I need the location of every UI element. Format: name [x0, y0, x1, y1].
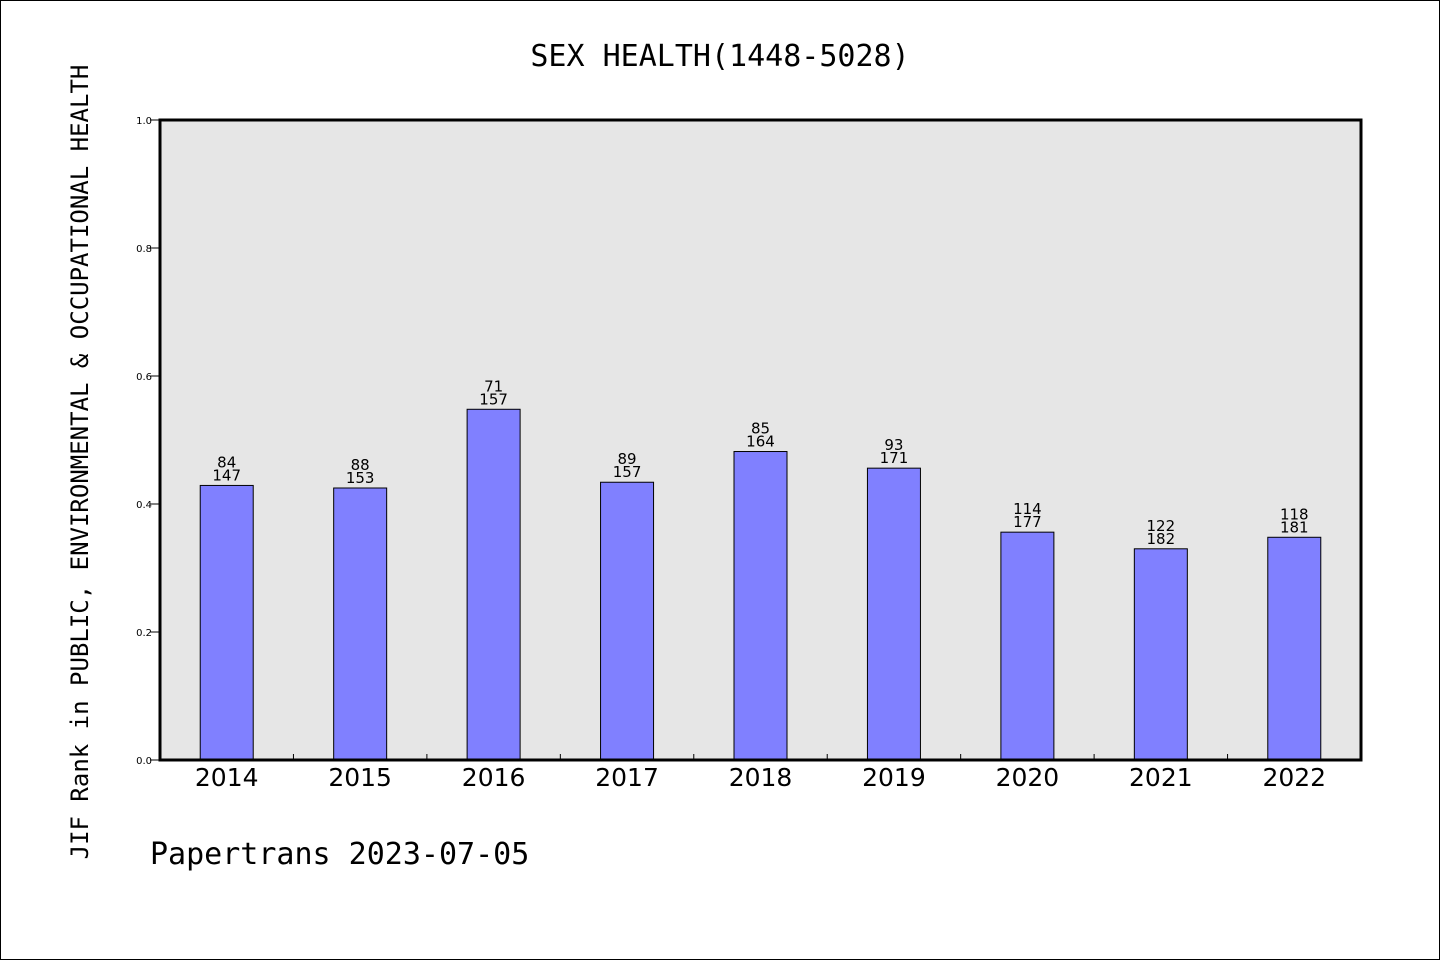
total-label: 157	[479, 390, 508, 408]
total-label: 153	[346, 469, 375, 487]
y-tick-label: 1.0	[136, 116, 152, 127]
y-axis: 0.0 0.2 0.4 0.6 0.8 1.0	[136, 116, 160, 767]
total-label: 157	[613, 463, 642, 481]
rank-label: 118	[1280, 505, 1309, 523]
bar-2016	[466, 408, 521, 761]
rank-label: 114	[1013, 500, 1042, 518]
bar-2020	[1000, 531, 1055, 761]
rank-label: 93	[884, 436, 903, 454]
total-label: 181	[1280, 518, 1309, 536]
rank-label: 122	[1147, 517, 1176, 535]
bar-2022	[1267, 536, 1322, 761]
rank-label: 89	[618, 450, 637, 468]
bars	[199, 408, 1322, 761]
x-tick-label: 2014	[195, 763, 259, 792]
y-tick-label: 0.2	[136, 628, 152, 639]
footer-credit: Papertrans 2023-07-05	[150, 837, 529, 872]
total-label: 177	[1013, 513, 1042, 531]
x-tick-label: 2022	[1262, 763, 1326, 792]
y-tick-label: 0.8	[136, 244, 152, 255]
rank-label: 88	[351, 456, 370, 474]
bar-2021	[1133, 548, 1188, 761]
total-label: 182	[1147, 530, 1176, 548]
plot-border	[158, 118, 1363, 762]
y-tick-label: 0.0	[136, 756, 152, 767]
bar-2018	[733, 451, 788, 761]
chart-title: SEX HEALTH(1448-5028)	[530, 39, 909, 74]
x-tick-label: 2015	[328, 763, 392, 792]
bar-2014	[199, 484, 254, 761]
y-tick-label: 0.4	[136, 500, 152, 511]
x-tick-label: 2018	[729, 763, 793, 792]
total-label: 147	[212, 466, 241, 484]
y-tick-label: 0.6	[136, 372, 152, 383]
x-axis: 2014 2015 2016 2017 2018 2019 2020 2021 2022	[195, 754, 1326, 792]
total-label: 164	[746, 433, 775, 451]
x-tick-label: 2021	[1129, 763, 1193, 792]
rank-label: 84	[217, 453, 236, 471]
x-tick-label: 2016	[462, 763, 526, 792]
bar-2015	[333, 487, 388, 761]
rank-label: 85	[751, 420, 770, 438]
bar-2019	[866, 467, 921, 761]
y-axis-title: JIF Rank in PUBLIC, ENVIRONMENTAL & OCCU…	[66, 65, 94, 860]
x-tick-label: 2019	[862, 763, 926, 792]
x-tick-label: 2017	[595, 763, 659, 792]
total-label: 171	[880, 449, 909, 467]
rank-label: 71	[484, 377, 503, 395]
x-tick-label: 2020	[996, 763, 1060, 792]
bar-2017	[600, 481, 655, 761]
